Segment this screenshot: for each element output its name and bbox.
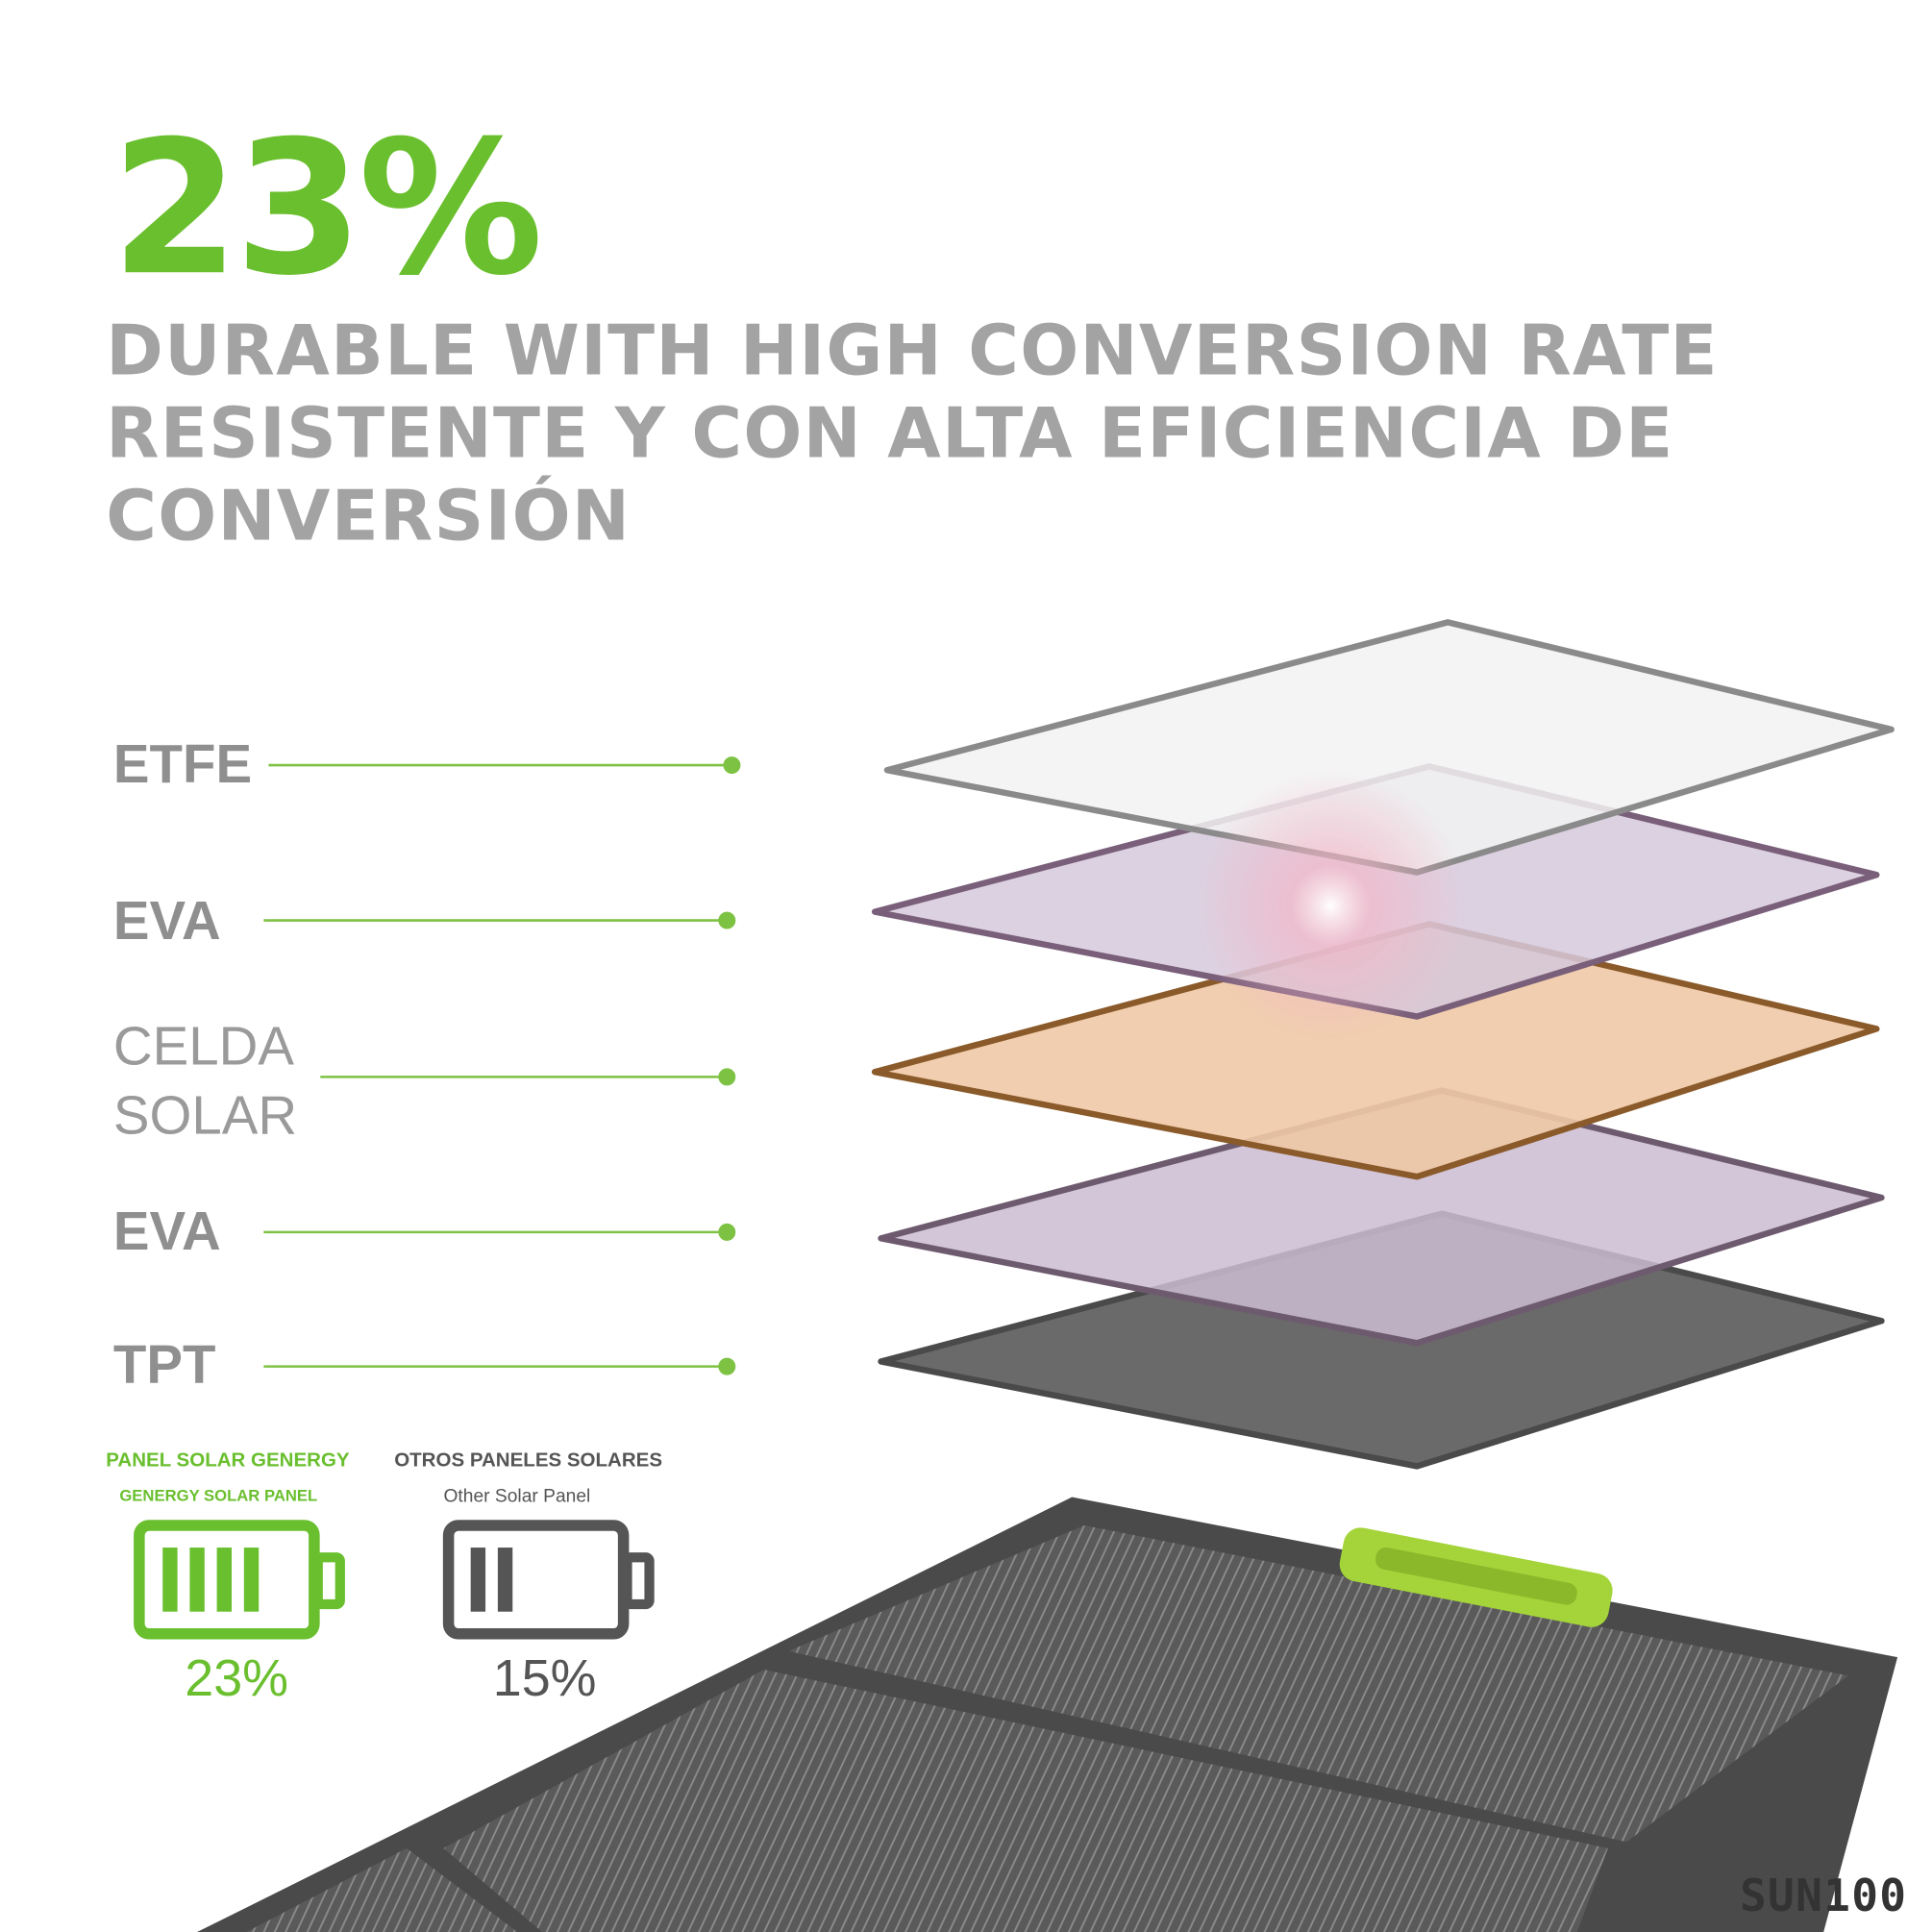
comparison-value: 23%	[185, 1648, 289, 1707]
leader-lines	[263, 756, 741, 1375]
layer-label: TPT	[112, 1334, 216, 1396]
solar-panel	[197, 1497, 1898, 1932]
headline-value: 23%	[111, 102, 543, 317]
layer-label: EVA	[112, 1201, 221, 1262]
layer-label: CELDA SOLAR	[112, 1016, 298, 1147]
headline-text: DURABLE WITH HIGH CONVERSION RATE RESIST…	[106, 310, 1745, 558]
layer-sheets	[871, 619, 1895, 1470]
layer-label: EVA	[112, 890, 221, 952]
comparison-subtitle: GENERGY SOLAR PANEL	[119, 1485, 318, 1505]
headline-line: RESISTENTE Y CON ALTA EFICIENCIA DE CONV…	[106, 394, 1674, 557]
comparison-title: PANEL SOLAR GENERGY	[106, 1449, 350, 1472]
layer-label: ETFE	[112, 734, 253, 795]
battery-icons	[134, 1520, 655, 1640]
headline-line: DURABLE WITH HIGH CONVERSION RATE	[106, 311, 1719, 392]
comparison-value: 15%	[492, 1648, 597, 1707]
comparison-title: OTROS PANELES SOLARES	[394, 1449, 663, 1472]
comparison-subtitle: Other Solar Panel	[443, 1485, 591, 1507]
brand: SUN100	[1739, 1871, 1908, 1922]
